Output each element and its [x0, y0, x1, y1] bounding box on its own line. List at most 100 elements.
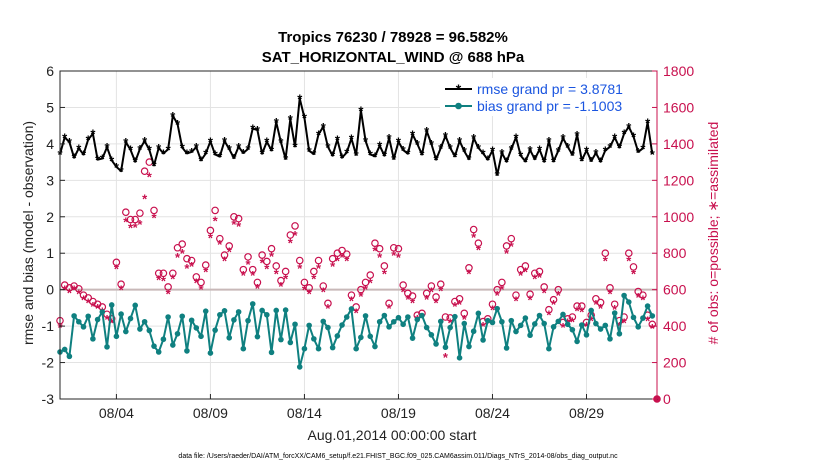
bias-point: [80, 324, 87, 330]
bias-point: [325, 324, 331, 331]
obs-possible-point: [338, 246, 346, 255]
obs-assimilated-point: *: [222, 254, 228, 269]
bias-point: [470, 328, 477, 335]
obs-assimilated-point: *: [151, 211, 157, 226]
obs-possible-point: [220, 251, 229, 259]
rmse-point: *: [297, 91, 303, 106]
rmse-point: *: [241, 146, 247, 161]
obs-assimilated-point: *: [593, 297, 599, 312]
obs-assimilated-point: *: [434, 295, 440, 310]
bias-point: [188, 317, 195, 324]
bias-point: [456, 355, 463, 361]
obs-assimilated-point: *: [457, 297, 463, 312]
bias-point: [578, 322, 585, 328]
obs-assimilated-point: *: [109, 315, 115, 330]
obs-assimilated-point: *: [166, 286, 172, 301]
bias-point: [499, 318, 505, 325]
obs-possible-point: [84, 294, 93, 302]
bias-point: [630, 314, 637, 321]
obs-possible-point: [357, 285, 365, 294]
rmse-point: *: [156, 141, 162, 156]
obs-assimilated-point: *: [227, 244, 233, 259]
bias-point: [635, 324, 641, 330]
obs-possible-point: [601, 249, 610, 258]
obs-possible-point: [65, 284, 74, 292]
obs-possible-point: [507, 234, 516, 243]
obs-possible-point: [469, 225, 478, 234]
obs-assimilated-point: *: [175, 250, 181, 265]
rmse-point: *: [391, 152, 397, 167]
bias-point: [597, 326, 604, 332]
obs-assimilated-point: *: [335, 254, 341, 269]
bias-point: [452, 313, 458, 320]
obs-assimilated-point: *: [203, 264, 209, 279]
obs-possible-point: [136, 209, 144, 217]
bias-point: [513, 328, 519, 335]
rmse-point: *: [372, 149, 378, 164]
bias-point: [287, 339, 294, 346]
bias-point: [367, 333, 374, 340]
obs-possible-point: [253, 278, 262, 287]
obs-possible-point: [216, 234, 224, 243]
obs-assimilated-point: *: [546, 307, 552, 322]
obs-assimilated-point: *: [612, 302, 618, 317]
bias-point: [503, 345, 510, 351]
obs-possible-point: [540, 283, 548, 291]
obs-assimilated-point: *: [551, 297, 557, 312]
rmse-point: *: [67, 135, 73, 150]
grid: [60, 70, 657, 400]
rmse-point: *: [434, 153, 440, 168]
rmse-point: *: [119, 164, 125, 179]
obs-assimilated-point: *: [255, 281, 261, 296]
bias-point: [372, 343, 378, 350]
obs-possible-point: [441, 313, 450, 321]
obs-assimilated-point: *: [513, 294, 519, 309]
bias-point: [315, 345, 322, 352]
obs-assimilated-point: *: [429, 284, 435, 299]
obs-possible-point: [498, 278, 506, 287]
bias-point: [433, 341, 439, 347]
rmse-point: *: [471, 131, 477, 146]
obs-assimilated-point: *: [81, 293, 87, 308]
y2-tick-label: 800: [663, 245, 687, 261]
bias-point: [259, 307, 265, 314]
obs-possible-point: [610, 300, 619, 309]
bias-point: [348, 306, 355, 312]
obs-assimilated-point: *: [208, 231, 214, 246]
bias-point: [362, 313, 369, 319]
y2-tick-label: 1000: [663, 209, 694, 225]
obs-possible-point: [117, 280, 125, 289]
bias-point: [607, 336, 613, 342]
bias-point: [179, 313, 186, 320]
rmse-point: *: [570, 148, 576, 163]
bias-point: [527, 332, 533, 339]
rmse-point: *: [255, 123, 261, 138]
rmse-point: *: [264, 135, 270, 150]
rmse-point: *: [123, 135, 129, 150]
bias-point: [602, 322, 609, 329]
rmse-point: *: [490, 143, 496, 158]
obs-possible-point: [324, 299, 332, 308]
y-tick-label: 6: [46, 63, 54, 79]
obs-possible-point: [432, 293, 440, 301]
bias-point: [132, 302, 139, 309]
rmse-point: *: [81, 147, 87, 162]
obs-possible-point: [493, 285, 501, 294]
bias-point: [273, 307, 280, 314]
bias-point: [66, 353, 73, 360]
rmse-point: *: [636, 145, 642, 160]
obs-possible-point: [460, 309, 469, 318]
obs-assimilated-point: *: [528, 293, 534, 308]
obs-assimilated-point: *: [424, 292, 430, 307]
rmse-point: *: [311, 147, 317, 162]
bias-point: [531, 321, 538, 327]
obs-assimilated-point: *: [542, 285, 548, 300]
chart-subtitle: SAT_HORIZONTAL_WIND @ 688 hPa: [262, 49, 525, 66]
bias-point: [400, 321, 406, 328]
obs-possible-point: [624, 249, 633, 258]
rmse-point: *: [584, 143, 590, 158]
bias-point: [437, 318, 444, 325]
y2-tick-label: 1200: [663, 172, 694, 188]
bias-point: [292, 321, 298, 328]
obs-assimilated-point: *: [95, 301, 101, 316]
